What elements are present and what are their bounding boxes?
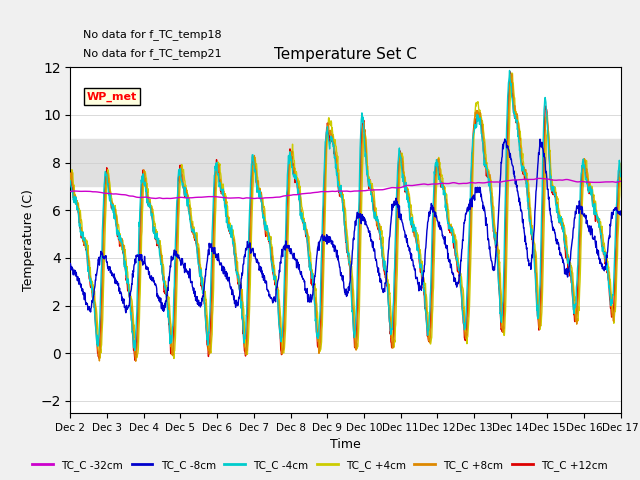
Bar	[70, 139, 621, 186]
Title: Temperature Set C: Temperature Set C	[274, 47, 417, 62]
Text: No data for f_TC_temp21: No data for f_TC_temp21	[83, 48, 222, 59]
Legend: TC_C -32cm, TC_C -8cm, TC_C -4cm, TC_C +4cm, TC_C +8cm, TC_C +12cm: TC_C -32cm, TC_C -8cm, TC_C -4cm, TC_C +…	[28, 456, 612, 475]
Text: WP_met: WP_met	[87, 91, 137, 102]
Y-axis label: Temperature (C): Temperature (C)	[22, 189, 35, 291]
Text: No data for f_TC_temp18: No data for f_TC_temp18	[83, 29, 222, 40]
X-axis label: Time: Time	[330, 438, 361, 451]
